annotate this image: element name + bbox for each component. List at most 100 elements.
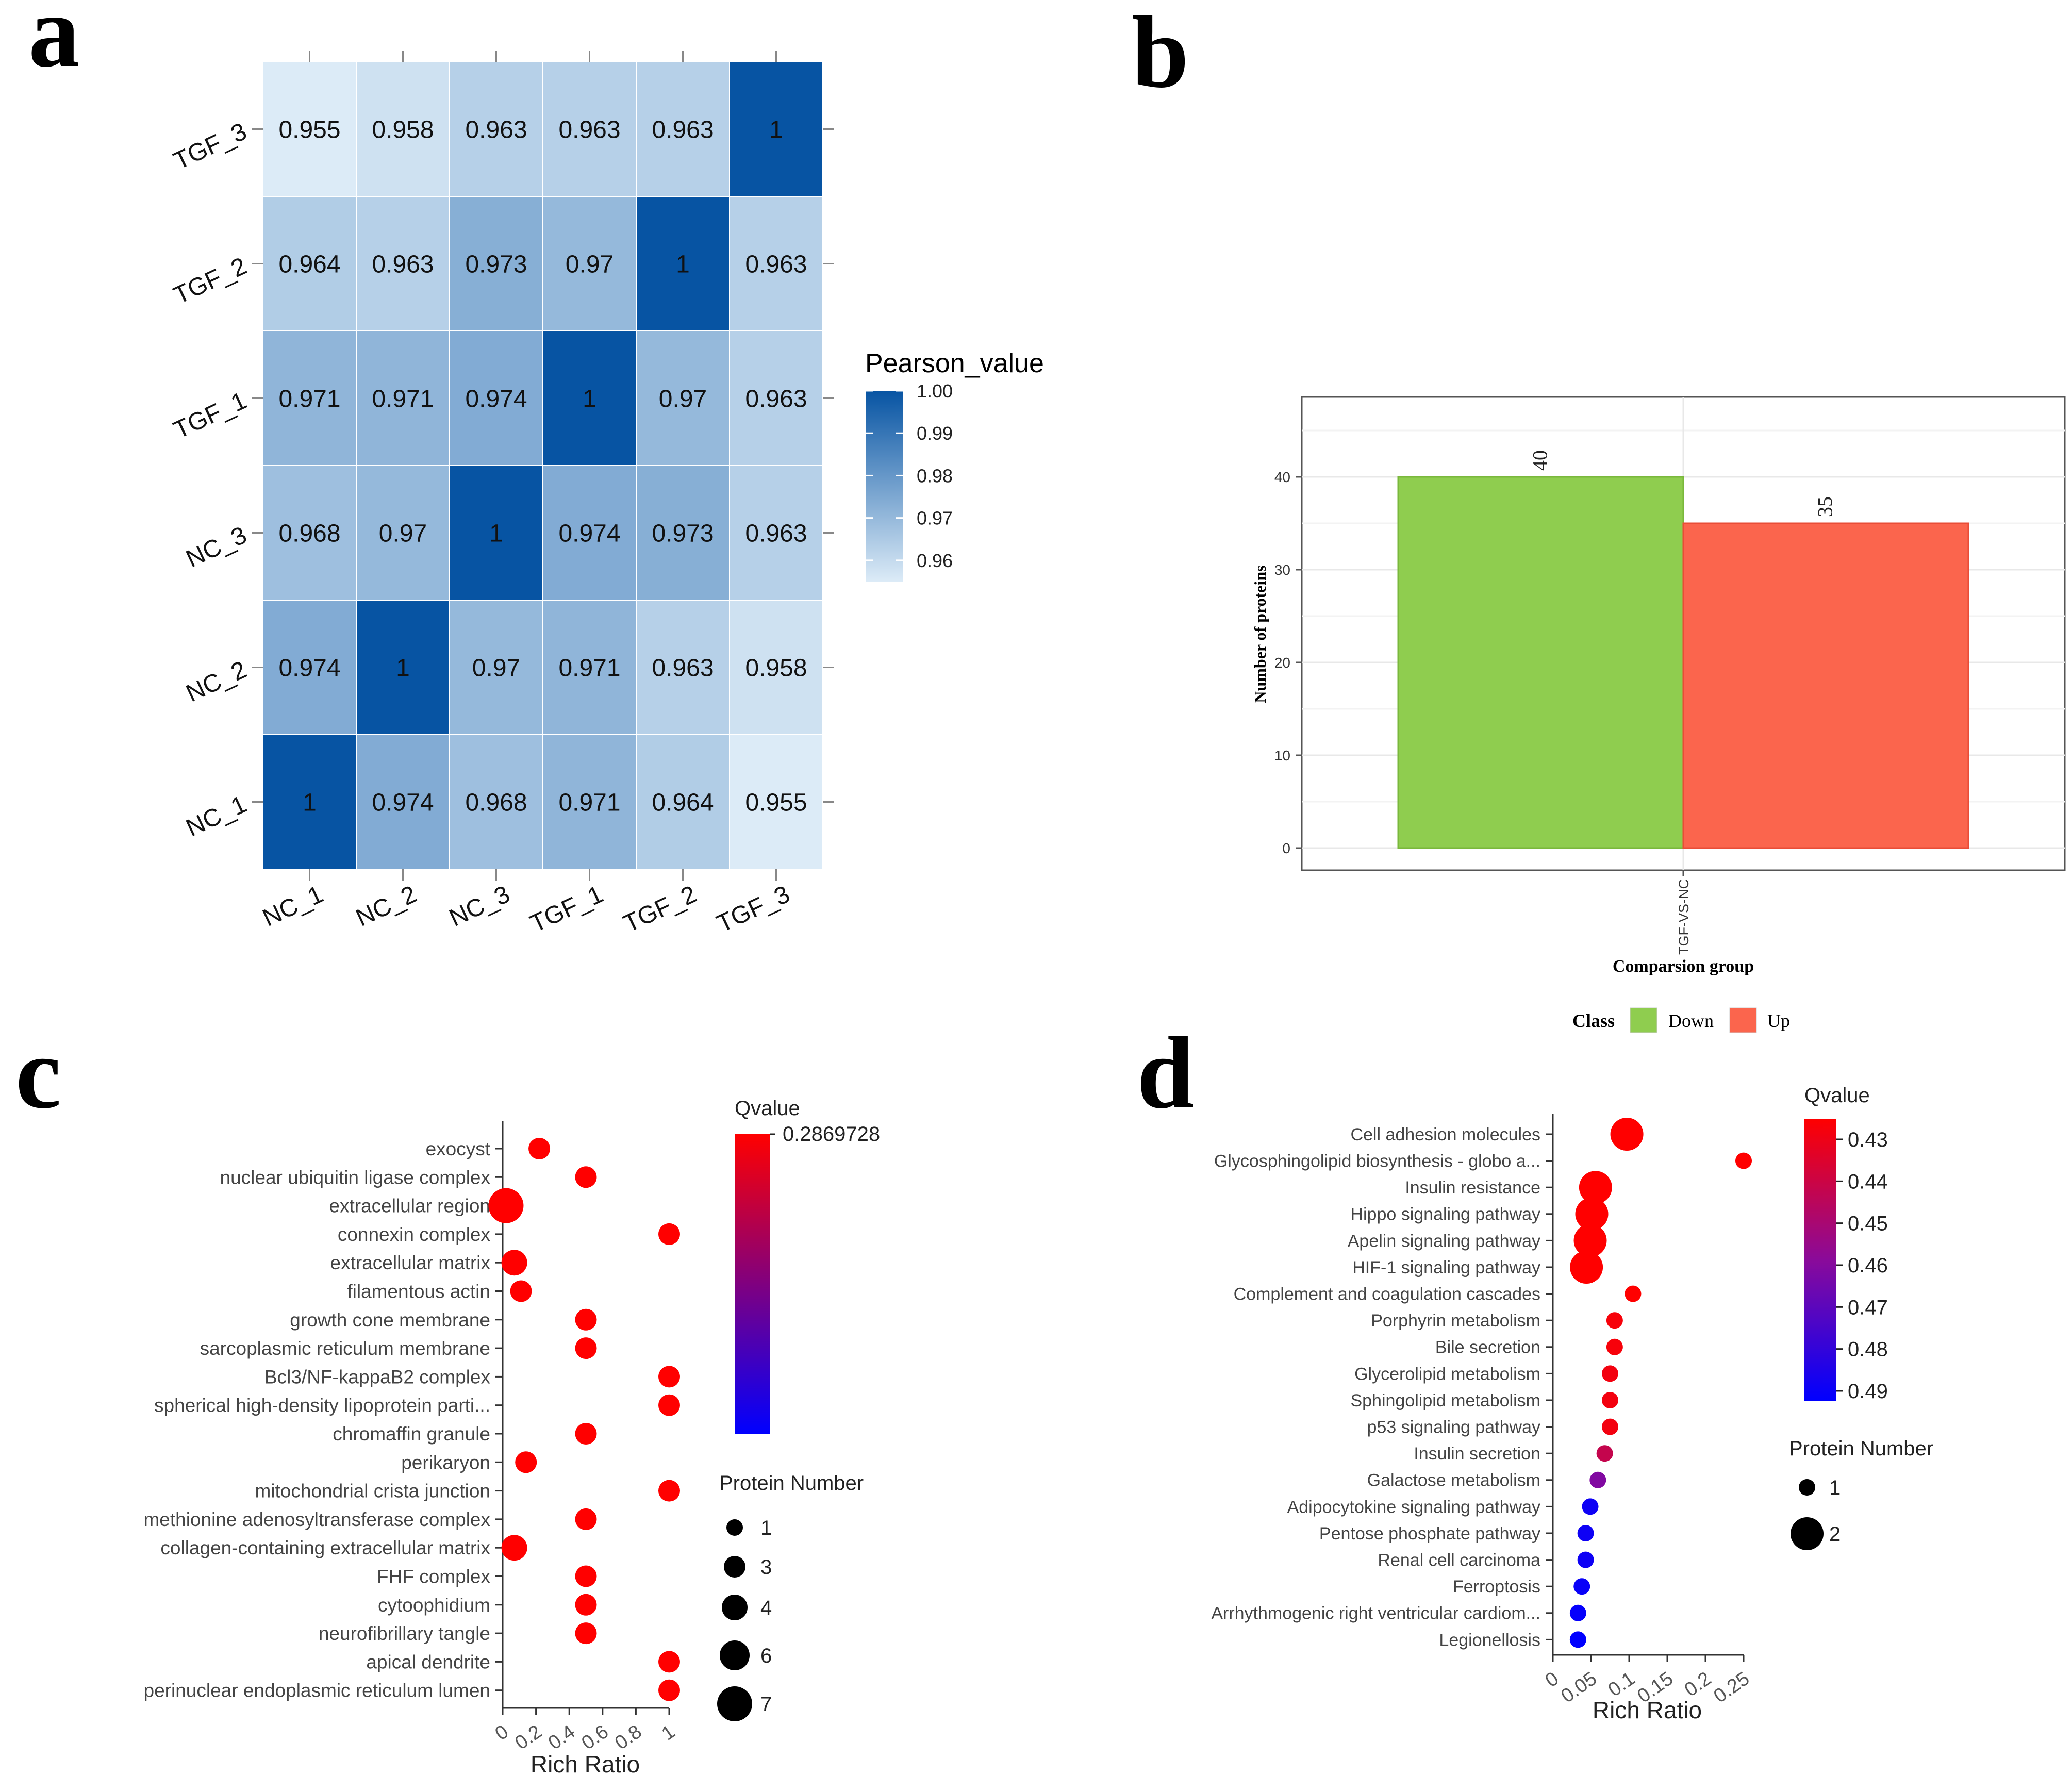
heatmap-y-label: NC_2 (182, 656, 251, 707)
c-dot (658, 1394, 680, 1416)
heatmap-cell-value: 0.963 (745, 520, 807, 548)
size-legend-dot (724, 1556, 745, 1578)
size-legend-label: 7 (760, 1693, 772, 1716)
d-term-label: Porphyrin metabolism (1371, 1311, 1540, 1331)
panel-a-heatmap: 0.955 0.958 0.963 0.963 0.963 1 0.964 0.963 0.97… (170, 51, 1044, 938)
d-term-label: Hippo signaling pathway (1350, 1205, 1540, 1224)
d-dot (1573, 1578, 1590, 1595)
heatmap-cell-value: 0.964 (278, 251, 340, 278)
dot-plot-d-colorbar-ticks: 0.43 0.44 0.45 0.46 0.47 0.48 0.49 (1836, 1129, 1888, 1403)
heatmap-cell-value: 0.971 (372, 386, 434, 413)
heatmap-y-label: TGF_3 (170, 118, 251, 175)
colorbar-tick-label: 0.49 (1848, 1380, 1888, 1403)
d-term-label: Legionellosis (1439, 1630, 1540, 1650)
size-legend-label: 2 (1829, 1523, 1841, 1546)
size-legend-dot (717, 1686, 752, 1721)
c-term-label: perikaryon (401, 1452, 490, 1473)
dot-plot-c-x-axis-label: Rich Ratio (531, 1751, 640, 1775)
d-dot (1569, 1631, 1586, 1648)
heatmap-cell (262, 330, 357, 466)
heatmap-cell (636, 600, 730, 735)
c-term-label: extracellular region (329, 1196, 490, 1217)
heatmap-x-label: NC_2 (352, 881, 421, 932)
c-dot (575, 1565, 597, 1587)
c-x-tick-label: 0.8 (611, 1721, 645, 1754)
colorbar-tick-label: 0.46 (1848, 1254, 1888, 1277)
c-term-label: chromaffin granule (333, 1423, 490, 1445)
size-legend-dot (1799, 1479, 1815, 1496)
d-term-label: Renal cell carcinoma (1378, 1551, 1540, 1570)
heatmap-legend-title: Pearson_value (865, 349, 1044, 378)
heatmap-cell-value: 1 (396, 655, 410, 682)
d-term-label: Complement and coagulation cascades (1234, 1285, 1540, 1304)
d-dot (1582, 1498, 1599, 1515)
dot-plot-d-size-legend-title: Protein Number (1789, 1437, 1933, 1460)
d-term-label: Bile secretion (1435, 1338, 1540, 1357)
d-dot (1606, 1312, 1623, 1329)
heatmap-cell-value: 1 (676, 251, 690, 278)
dot-plot-d-axes (1546, 1114, 1744, 1656)
d-dot (1579, 1171, 1612, 1204)
bar-down (1397, 476, 1684, 849)
panel-c-dot-plot: exocyst nuclear ubiquitin ligase complex e… (143, 1097, 880, 1775)
panel-label-c: c (15, 1016, 61, 1130)
d-term-label: Glycerolipid metabolism (1354, 1364, 1540, 1384)
c-dot (658, 1480, 680, 1502)
d-dot (1589, 1471, 1606, 1488)
heatmap-cell-value: 0.963 (372, 251, 434, 278)
d-dot (1602, 1418, 1618, 1435)
heatmap-cell-value: 0.963 (652, 117, 714, 144)
bar-x-tick-label: TGF-VS-NC (1676, 879, 1692, 955)
d-term-label: HIF-1 signaling pathway (1352, 1258, 1540, 1278)
c-dot (575, 1508, 597, 1530)
size-legend-label: 4 (760, 1597, 772, 1619)
c-term-label: collagen-containing extracellular matrix (160, 1537, 490, 1558)
heatmap-cell (542, 600, 637, 735)
heatmap-cell-value: 0.971 (558, 655, 620, 682)
d-term-label: Galactose metabolism (1367, 1471, 1540, 1490)
c-x-tick-label: 0.4 (544, 1721, 579, 1754)
c-dot (658, 1366, 680, 1388)
d-term-label: p53 signaling pathway (1367, 1418, 1540, 1437)
d-dot (1596, 1445, 1613, 1462)
c-dot (575, 1337, 597, 1359)
c-term-label: exocyst (426, 1138, 491, 1159)
d-x-tick-label: 0.2 (1681, 1668, 1715, 1701)
heatmap-cell-value: 0.974 (372, 789, 434, 817)
c-term-label: perinuclear endoplasmic reticulum lumen (144, 1680, 491, 1701)
panel-label-d: d (1137, 1016, 1194, 1130)
d-dot (1602, 1365, 1618, 1382)
heatmap-cell-value: 0.973 (465, 251, 527, 278)
dot-plot-c-color-legend-tick: 0.2869728 (783, 1123, 880, 1146)
c-dot (515, 1451, 537, 1473)
heatmap-cell (729, 734, 823, 870)
heatmap-cell (729, 330, 823, 466)
dot-plot-d-size-legend: 12 (1791, 1477, 1841, 1550)
heatmap-cell-value: 0.968 (465, 789, 527, 817)
heatmap-x-label: NC_1 (259, 881, 328, 932)
panel-label-a: a (28, 0, 80, 89)
bar-legend-title: Class (1572, 1010, 1615, 1031)
d-term-label: Ferroptosis (1453, 1577, 1540, 1597)
c-term-label: sarcoplasmic reticulum membrane (200, 1338, 490, 1359)
c-term-label: Bcl3/NF-kappaB2 complex (264, 1366, 491, 1387)
d-dot (1575, 1197, 1609, 1231)
d-x-tick-label: 0.25 (1710, 1668, 1753, 1707)
d-dot (1573, 1224, 1607, 1257)
heatmap-cell (449, 330, 543, 466)
heatmap-legend-ticks: 1.00 0.99 0.98 0.97 0.96 (866, 380, 953, 571)
heatmap-cell-value: 0.963 (745, 386, 807, 413)
heatmap-cell-value: 0.958 (745, 655, 807, 682)
panel-label-b: b (1132, 0, 1189, 109)
heatmap-cell (262, 600, 357, 735)
heatmap-cell (262, 734, 357, 870)
dot-plot-c-size-legend: 1 3 4 6 7 (717, 1517, 772, 1721)
c-dot (488, 1188, 524, 1223)
bar-y-tick-label: 40 (1274, 469, 1290, 485)
heatmap-cell-value: 1 (303, 789, 317, 817)
colorbar-tick-label: 0.47 (1848, 1296, 1888, 1319)
c-dot (575, 1423, 597, 1445)
heatmap-cell-value: 0.963 (558, 117, 620, 144)
heatmap-cell-value: 0.97 (659, 386, 707, 413)
bar-y-tick-label: 0 (1282, 840, 1290, 856)
